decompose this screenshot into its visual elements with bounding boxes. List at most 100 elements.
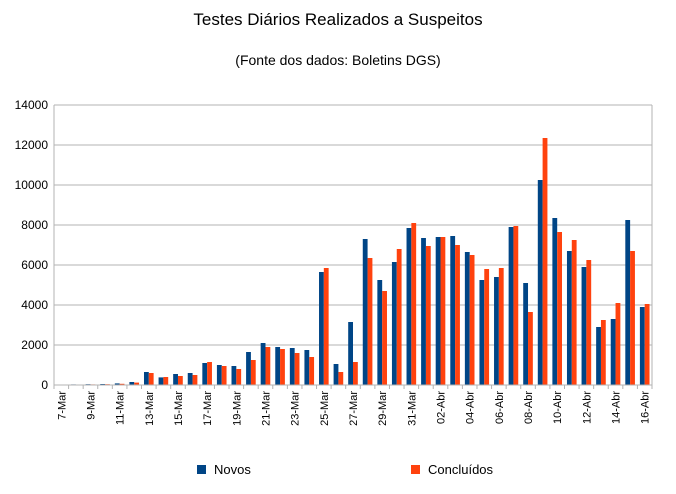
bar-novos: [406, 228, 412, 385]
bar-concluidos: [119, 383, 125, 385]
bar-concluidos: [280, 349, 285, 385]
bar-concluidos: [221, 366, 227, 385]
bar-novos: [202, 363, 208, 385]
x-tick-label: 29-Mar: [377, 391, 389, 426]
bar-concluidos: [455, 245, 460, 385]
y-tick-label: 2000: [21, 338, 48, 352]
bar-concluidos: [163, 377, 169, 385]
bar-concluidos: [236, 369, 242, 385]
bar-novos: [639, 307, 645, 385]
bar-novos: [173, 374, 178, 385]
x-tick-label: 16-Abr: [640, 391, 652, 424]
x-tick-label: 15-Mar: [173, 391, 185, 426]
y-tick-label: 6000: [21, 258, 48, 272]
chart-title: Testes Diários Realizados a Suspeitos: [193, 10, 483, 29]
bar-concluidos: [411, 223, 417, 385]
bar-novos: [187, 373, 193, 385]
bar-concluidos: [644, 304, 650, 385]
bar-concluidos: [134, 382, 140, 385]
bar-novos: [231, 366, 237, 385]
bar-concluidos: [586, 260, 592, 385]
y-tick-label: 10000: [15, 178, 49, 192]
x-tick-label: 02-Abr: [436, 391, 448, 424]
bar-concluidos: [571, 240, 577, 385]
y-tick-label: 14000: [15, 98, 49, 112]
bar-concluidos: [250, 360, 256, 385]
bar-novos: [260, 343, 266, 385]
x-tick-label: 06-Abr: [494, 391, 506, 424]
bar-novos: [508, 227, 514, 385]
bar-novos: [479, 280, 485, 385]
x-tick-label: 12-Abr: [581, 391, 593, 424]
bar-concluidos: [425, 246, 431, 385]
bar-concluidos: [557, 232, 563, 385]
x-tick-label: 25-Mar: [319, 391, 331, 426]
bar-concluidos: [338, 372, 344, 385]
bar-novos: [566, 251, 572, 385]
bar-novos: [610, 319, 616, 385]
bar-novos: [362, 239, 368, 385]
bar-novos: [523, 283, 529, 385]
bar-novos: [304, 350, 310, 385]
bar-novos: [435, 237, 441, 385]
bar-novos: [494, 277, 499, 385]
x-tick-label: 27-Mar: [348, 391, 360, 426]
bar-novos: [450, 236, 456, 385]
bar-concluidos: [440, 237, 446, 385]
bar-concluidos: [600, 320, 606, 385]
bar-concluidos: [542, 138, 548, 385]
legend-item-novos: Novos: [197, 462, 251, 477]
bar-concluidos: [309, 357, 315, 385]
bar-concluidos: [528, 312, 533, 385]
y-tick-label: 4000: [21, 298, 48, 312]
x-tick-label: 13-Mar: [144, 391, 156, 426]
bar-novos: [348, 322, 353, 385]
bar-concluidos: [192, 375, 198, 385]
x-tick-label: 17-Mar: [202, 391, 214, 426]
bar-concluidos: [265, 347, 271, 385]
bar-concluidos: [382, 291, 387, 385]
bar-novos: [421, 238, 426, 385]
bar-concluidos: [177, 376, 183, 385]
x-tick-label: 21-Mar: [260, 391, 272, 426]
y-tick-label: 12000: [15, 138, 49, 152]
x-tick-label: 19-Mar: [231, 391, 243, 426]
bar-concluidos: [498, 268, 504, 385]
bar-novos: [552, 218, 558, 385]
legend-item-concluidos: Concluídos: [411, 462, 493, 477]
bar-novos: [625, 220, 631, 385]
bar-concluidos: [513, 226, 519, 385]
bar-concluidos: [484, 269, 490, 385]
bar-concluidos: [148, 373, 154, 385]
bar-novos: [246, 352, 251, 385]
y-tick-label: 0: [41, 378, 48, 392]
bar-concluidos: [353, 362, 358, 385]
bar-concluidos: [367, 258, 373, 385]
bar-concluidos: [207, 362, 212, 385]
bar-concluidos: [396, 249, 402, 385]
x-tick-label: 04-Abr: [465, 391, 477, 424]
x-tick-label: 9-Mar: [85, 391, 97, 420]
bar-novos: [319, 272, 324, 385]
bar-novos: [158, 377, 164, 385]
x-tick-label: 23-Mar: [290, 391, 302, 426]
legend-swatch-concluidos: [411, 465, 420, 474]
bar-concluidos: [615, 303, 621, 385]
legend-label-concluidos: Concluídos: [428, 462, 494, 477]
bar-novos: [114, 383, 120, 385]
x-tick-label: 10-Abr: [552, 391, 564, 424]
x-tick-label: 7-Mar: [56, 391, 68, 420]
bar-novos: [537, 180, 543, 385]
bar-novos: [275, 347, 281, 385]
bar-concluidos: [294, 353, 300, 385]
bar-concluidos: [630, 251, 635, 385]
bar-novos: [129, 382, 135, 385]
bar-novos: [377, 280, 383, 385]
bar-novos: [333, 364, 339, 385]
bar-concluidos: [323, 268, 329, 385]
x-tick-label: 11-Mar: [115, 391, 127, 425]
bar-novos: [143, 372, 149, 385]
x-tick-label: 31-Mar: [406, 391, 418, 426]
bar-novos: [464, 252, 470, 385]
